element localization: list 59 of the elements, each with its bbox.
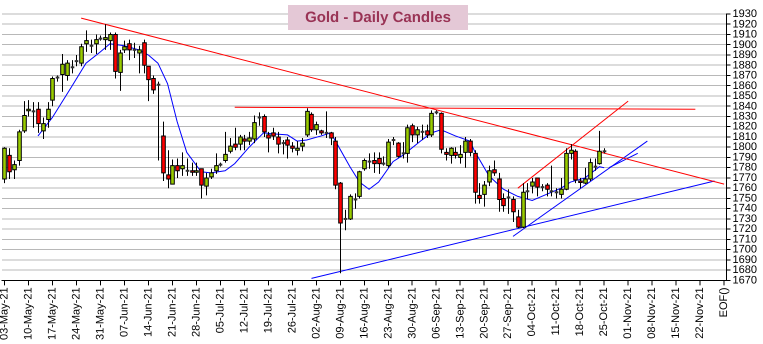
- x-tick-label: 04-Oct-21: [526, 287, 538, 336]
- x-tick-label: 12-Jul-21: [238, 287, 250, 334]
- y-tick-label: 1670: [732, 274, 758, 286]
- x-tick-label: 10-May-21: [22, 287, 34, 340]
- y-tick-label: 1890: [732, 49, 758, 62]
- y-tick-label: 1900: [732, 38, 758, 51]
- x-tick-label: 31-May-21: [94, 287, 106, 340]
- x-tick-label: 28-Jun-21: [190, 287, 202, 337]
- y-tick-label: 1760: [732, 182, 758, 194]
- chart-title: Gold - Daily Candles: [288, 5, 468, 30]
- x-tick-label: 19-Jul-21: [262, 287, 274, 334]
- y-tick-label: 1910: [732, 28, 758, 41]
- x-tick-label: 24-May-21: [70, 287, 82, 340]
- x-tick-label: 21-Jun-21: [166, 287, 178, 337]
- y-tick-label: 1810: [732, 130, 758, 143]
- x-tick-label: 01-Nov-21: [622, 287, 634, 339]
- y-tick-label: 1830: [732, 110, 758, 122]
- x-tick-label: 16-Aug-21: [358, 287, 370, 339]
- x-tick-label: 18-Oct-21: [574, 287, 586, 336]
- x-tick-label: 03-May-21: [0, 287, 10, 340]
- y-tick-label: 1780: [732, 162, 758, 174]
- y-tick-label: 1720: [732, 223, 758, 236]
- x-tick-label: 25-Oct-21: [598, 287, 610, 336]
- y-tick-label: 1850: [732, 90, 758, 102]
- y-tick-label: 1740: [732, 202, 758, 215]
- y-tick-label: 1730: [732, 212, 758, 225]
- x-tick-label: 02-Aug-21: [310, 287, 322, 339]
- y-tick-label: 1700: [732, 244, 758, 256]
- y-tick-label: 1800: [732, 141, 758, 154]
- x-tick-label: 26-Jul-21: [286, 287, 298, 334]
- x-tick-label: 23-Aug-21: [382, 287, 394, 339]
- x-tick-label: 13-Sep-21: [454, 287, 466, 339]
- x-tick-label: EOF(): [718, 287, 730, 318]
- y-tick-label: 1820: [732, 120, 758, 133]
- y-tick-label: 1690: [732, 254, 758, 266]
- y-tick-label: 1710: [732, 233, 758, 246]
- x-tick-label: 05-Jul-21: [214, 287, 226, 334]
- x-tick-label: 15-Nov-21: [670, 287, 682, 339]
- y-tick-label: 1750: [732, 192, 758, 204]
- x-tick-label: 08-Nov-21: [646, 287, 658, 339]
- x-tick-label: 27-Sep-21: [502, 287, 514, 339]
- x-tick-label: 09-Aug-21: [334, 287, 346, 339]
- x-tick-label: 11-Oct-21: [550, 287, 562, 336]
- x-tick-label: 22-Nov-21: [694, 287, 706, 339]
- y-tick-label: 1930: [732, 8, 758, 20]
- y-tick-label: 1680: [732, 264, 758, 276]
- y-tick-label: 1840: [732, 100, 758, 112]
- y-tick-label: 1870: [732, 70, 758, 82]
- x-tick-label: 20-Sep-21: [478, 287, 490, 339]
- x-tick-label: 07-Jun-21: [118, 287, 130, 337]
- x-tick-label: 30-Aug-21: [406, 287, 418, 339]
- y-tick-label: 1790: [732, 151, 758, 164]
- y-tick-label: 1860: [732, 80, 758, 92]
- y-tick-label: 1920: [732, 18, 758, 30]
- x-tick-label: 06-Sep-21: [430, 287, 442, 339]
- x-tick-label: 17-May-21: [46, 287, 58, 340]
- x-tick-label: 14-Jun-21: [142, 287, 154, 337]
- y-tick-label: 1770: [732, 172, 758, 184]
- y-tick-label: 1880: [732, 59, 758, 72]
